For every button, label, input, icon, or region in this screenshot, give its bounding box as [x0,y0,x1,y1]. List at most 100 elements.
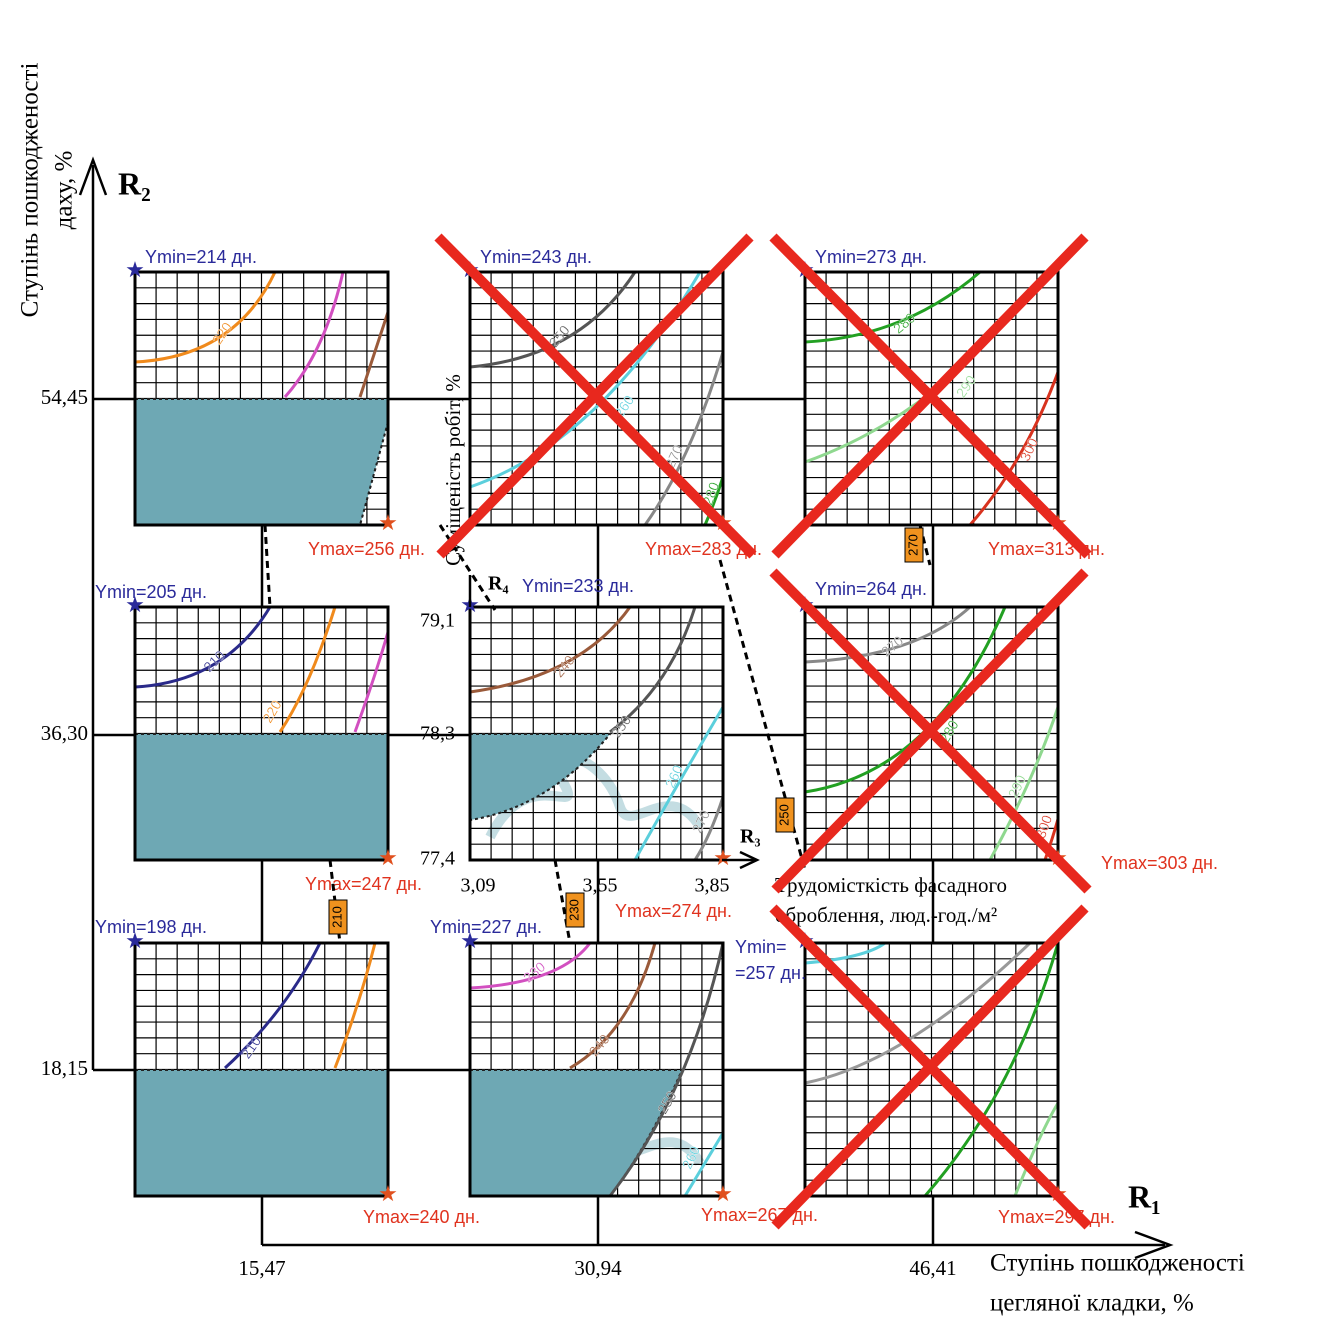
connector-label: 270 [905,534,920,556]
connector-label: 230 [566,899,581,921]
contour [223,942,322,1070]
ymax-label: Ymax=256 дн. [308,539,425,559]
inset-x-tick: 3,09 [461,875,496,897]
shaded-region [134,733,389,861]
panel-border [468,605,725,862]
shaded-region [134,1069,389,1197]
ymin-label: Ymin= [735,937,787,957]
inset-y-tick: 77,4 [420,848,455,870]
star-min: ★ [125,257,145,282]
shaded-region [134,398,389,526]
inset-x-tick: 3,55 [583,875,618,897]
star-max: ★ [378,845,398,870]
cross-out [771,233,1089,559]
arrow-head [1134,1230,1174,1260]
contour [804,605,972,664]
connector-label: 250 [776,804,791,826]
arrow-head [739,850,760,870]
panel-border [803,270,1060,527]
ymin-label: Ymin=264 дн. [815,579,927,599]
contour [608,942,725,1197]
x-axis-title: Ступінь пошкодженості [990,1250,1245,1277]
panel-border [133,605,390,862]
contour [358,311,390,398]
ymin-label: Ymin=214 дн. [145,247,257,267]
panel-border [133,270,390,527]
contour [988,706,1060,861]
panel-border [803,605,1060,862]
contour [469,271,637,369]
cross-out [436,233,754,559]
contour [633,706,725,861]
y-tick-label: 36,30 [41,721,88,745]
contour [353,631,390,733]
x-tick-label: 30,94 [574,1256,622,1280]
y-tick-label: 54,45 [41,385,88,409]
connector-tag [565,892,585,928]
star-min: ★ [125,592,145,617]
contour [804,941,1032,1085]
ymin-label: Ymin=243 дн. [480,247,592,267]
y-axis-title: Ступінь пошкодженості [17,63,44,318]
ymax-label: Ymax=297 дн. [998,1207,1115,1227]
panel: 210★★ [125,928,398,1206]
inset-x-title: Трудомісткість фасадного [775,873,1007,897]
inset-x-title: оброблення, люд.-год./м² [775,903,997,927]
ymin-label: Ymin=233 дн. [522,576,634,596]
x-tick-label: 46,41 [909,1256,956,1280]
dashed-connector [263,524,272,608]
ymin-label: Ymin=205 дн. [95,582,207,602]
star-max: ★ [378,510,398,535]
inset-y-tick: 78,3 [420,723,455,745]
dashed-connector [553,859,572,944]
contour [283,271,345,398]
panel: 220★★ [125,257,398,535]
contour [643,351,725,526]
contour [1013,1102,1060,1197]
connector-label: 210 [329,906,344,928]
contour [469,606,632,694]
contour [134,271,277,364]
star-max: ★ [713,1181,733,1206]
star-max: ★ [378,1181,398,1206]
ymin-label: Ymin=227 дн. [430,917,542,937]
connector-tag [904,527,924,563]
ymax-label: Ymax=247 дн. [305,874,422,894]
ymax-label: Ymax=303 дн. [1101,853,1218,873]
panel-border [803,941,1060,1198]
arrow-head [78,156,108,196]
panel-border [468,270,725,527]
x-axis-title: цегляної кладки, % [990,1290,1194,1317]
contour [569,942,657,1070]
contour [923,942,1060,1197]
contour [804,270,981,344]
ymin-label: =257 дн. [735,963,806,983]
contour [683,1132,725,1197]
panel-border [468,941,725,1198]
inset-y-tick: 79,1 [420,610,455,632]
connector-tag [775,797,795,833]
shaded-region [469,733,613,822]
y-axis-title: даху, % [51,151,78,230]
inset-r3: R₃ [740,826,760,848]
cross-out [771,568,1089,894]
contour [968,371,1060,526]
contour [134,606,272,689]
cross-out [771,904,1089,1230]
contour [469,942,592,990]
axis-r1-label: R₁ [1128,1178,1161,1214]
connector-tag [328,899,348,935]
contour [609,606,697,734]
ymax-label: Ymax=267 дн. [701,1205,818,1225]
inset-x-tick: 3,85 [695,875,730,897]
contour [804,941,886,965]
ymax-label: Ymax=274 дн. [615,901,732,921]
y-tick-label: 18,15 [41,1056,88,1080]
contour [693,796,725,861]
star-min: ★ [460,928,480,953]
x-tick-label: 15,47 [238,1256,285,1280]
